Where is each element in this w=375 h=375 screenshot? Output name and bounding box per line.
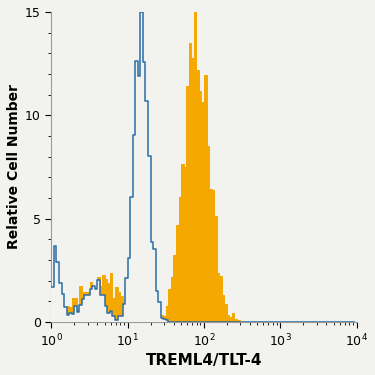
X-axis label: TREML4/TLT-4: TREML4/TLT-4 xyxy=(146,353,262,368)
Y-axis label: Relative Cell Number: Relative Cell Number xyxy=(7,84,21,249)
